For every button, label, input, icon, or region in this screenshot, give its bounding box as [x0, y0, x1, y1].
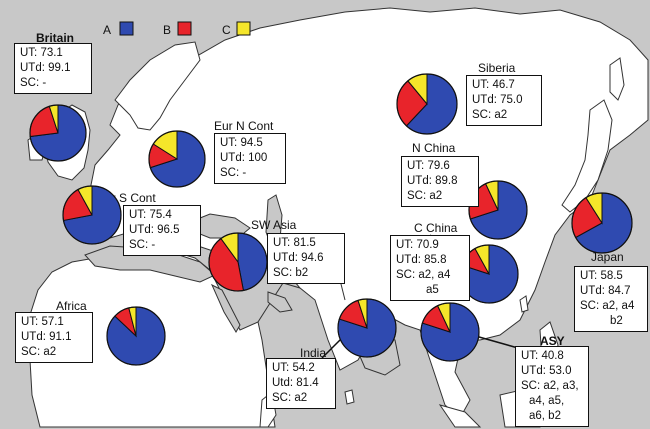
red-sea [210, 283, 241, 333]
legend-label-b: B [163, 23, 171, 37]
info-box-india: UT: 54.2 Utd: 81.4 SC: a2 [266, 358, 336, 409]
pie-siberia [396, 73, 458, 135]
legend-item-a: A [103, 21, 134, 37]
info-sc: SC: - [220, 167, 247, 179]
info-utd: UTd: 100 [220, 152, 268, 164]
legend-swatch-b [177, 21, 192, 36]
region-title-india: India [300, 346, 326, 360]
info-sc: SC: a2, a4 [396, 269, 451, 281]
region-title-siberia: Siberia [478, 61, 516, 75]
info-sc: SC: - [20, 77, 47, 89]
info-ut: UT: 81.5 [273, 237, 316, 249]
info-utd: UTd: 91.1 [21, 331, 72, 343]
region-title-japan: Japan [591, 250, 624, 264]
region-title-c-china: C China [414, 221, 458, 235]
pie-japan [571, 192, 633, 254]
info-box-c-china: UT: 70.9 UTd: 85.8 SC: a2, a4 a5 [390, 235, 470, 301]
asy-leader-line [471, 334, 519, 349]
info-ut: UT: 54.2 [272, 362, 315, 374]
pie-britain [29, 104, 87, 162]
info-utd: UTd: 94.6 [273, 252, 324, 264]
legend-label-c: C [222, 23, 231, 37]
info-utd: Utd: 81.4 [272, 377, 319, 389]
pie-outline [420, 302, 480, 362]
pie-outline [62, 185, 122, 245]
pie-sw-asia [208, 232, 268, 292]
info-sc-cont: a6, b2 [529, 410, 561, 422]
info-utd: UTd: 99.1 [20, 62, 71, 74]
info-sc-cont: a5 [426, 284, 439, 296]
region-title-asy: ASY [540, 334, 565, 348]
info-ut: UT: 57.1 [21, 316, 64, 328]
info-sc: SC: a2 [21, 346, 57, 358]
info-ut: UT: 79.6 [407, 160, 450, 172]
info-ut: UT: 70.9 [396, 239, 439, 251]
pie-outline [571, 192, 633, 254]
pie-eur-s-cont [62, 185, 122, 245]
info-ut: UT: 94.5 [220, 137, 263, 149]
info-utd: UTd: 75.0 [472, 94, 523, 106]
info-box-sw-asia: UT: 81.5 UTd: 94.6 SC: b2 [267, 233, 345, 284]
info-ut: UT: 46.7 [472, 79, 515, 91]
info-box-asy: UT: 40.8 UTd: 53.0 SC: a2, a3, a4, a5, a… [515, 346, 589, 427]
info-sc-cont: b2 [610, 315, 623, 327]
info-utd: UTd: 85.8 [396, 254, 447, 266]
info-box-n-china: UT: 79.6 UTd: 89.8 SC: a2 [401, 156, 479, 207]
info-utd: UTd: 89.8 [407, 175, 458, 187]
info-sc: SC: a2 [472, 109, 508, 121]
pie-india [337, 298, 397, 358]
pie-outline [468, 180, 528, 240]
region-title-eur-n-cont: Eur N Cont [214, 119, 274, 133]
info-sc: SC: - [129, 239, 156, 251]
india-leader-line [321, 337, 343, 359]
info-box-japan: UT: 58.5 UTd: 84.7 SC: a2, a4 b2 [574, 266, 648, 332]
info-ut: UT: 40.8 [521, 350, 564, 362]
persian-gulf [267, 291, 293, 313]
pie-eur-n-cont [148, 130, 206, 188]
legend-swatch-a [119, 21, 134, 36]
sumatra-island [438, 404, 482, 428]
scandinavia [114, 41, 201, 131]
info-sc-cont: a4, a5, [529, 395, 565, 407]
legend: A B C [103, 21, 251, 37]
taiwan-island [519, 295, 529, 313]
info-ut: UT: 58.5 [580, 270, 623, 282]
info-sc: SC: a2 [407, 190, 443, 202]
legend-label-a: A [103, 23, 111, 37]
info-box-siberia: UT: 46.7 UTd: 75.0 SC: a2 [466, 75, 542, 126]
pie-africa [106, 306, 166, 366]
info-box-eur-n-cont: UT: 94.5 UTd: 100 SC: - [214, 133, 286, 184]
info-box-africa: UT: 57.1 UTd: 91.1 SC: a2 [15, 312, 93, 363]
region-title-n-china: N China [412, 141, 456, 155]
sri-lanka-island [344, 389, 355, 405]
region-title-sw-asia: SW Asia [251, 218, 297, 232]
legend-item-b: B [163, 21, 192, 37]
info-sc: SC: a2, a4 [580, 300, 635, 312]
region-title-africa: Africa [56, 299, 87, 313]
info-box-eur-s-cont: UT: 75.4 UTd: 96.5 SC: - [123, 205, 201, 256]
pie-asy [420, 302, 480, 362]
pie-outline [337, 298, 397, 358]
pie-outline [148, 130, 206, 188]
info-utd: UTd: 53.0 [521, 365, 572, 377]
info-sc: SC: b2 [273, 267, 309, 279]
sakhalin-island [609, 57, 625, 101]
legend-item-c: C [222, 21, 251, 37]
info-sc: SC: a2, a3, [521, 380, 579, 392]
pie-outline [106, 306, 166, 366]
info-ut: UT: 75.4 [129, 209, 172, 221]
info-sc: SC: a2 [272, 392, 308, 404]
info-ut: UT: 73.1 [20, 47, 63, 59]
region-title-britain: Britain [36, 31, 74, 45]
legend-swatch-c [236, 21, 251, 36]
info-utd: UTd: 84.7 [580, 285, 631, 297]
info-box-britain: UT: 73.1 UTd: 99.1 SC: - [14, 43, 92, 94]
pie-outline [29, 104, 87, 162]
pie-outline [396, 73, 458, 135]
pie-charts [29, 73, 633, 366]
info-utd: UTd: 96.5 [129, 224, 180, 236]
